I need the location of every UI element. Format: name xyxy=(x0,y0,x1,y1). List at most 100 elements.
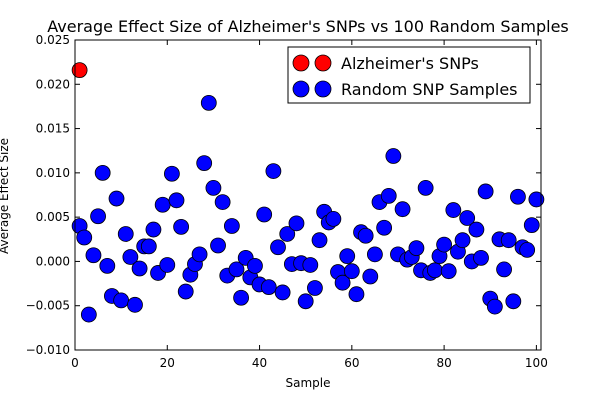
data-point xyxy=(71,62,88,79)
data-point xyxy=(477,183,494,200)
data-point xyxy=(113,292,130,309)
data-point xyxy=(168,192,185,209)
data-point xyxy=(140,238,157,255)
data-point xyxy=(274,284,291,301)
x-tick-label: 60 xyxy=(344,356,359,370)
data-point xyxy=(85,247,102,264)
data-point xyxy=(339,248,356,265)
data-point xyxy=(247,257,263,274)
series-alzheimers-snps xyxy=(71,62,88,79)
data-point xyxy=(122,249,139,265)
data-point xyxy=(334,274,351,291)
x-tick-label: 100 xyxy=(525,356,548,370)
data-point xyxy=(311,232,328,249)
data-point xyxy=(99,257,116,274)
x-tick-label: 40 xyxy=(252,356,267,370)
data-point xyxy=(380,187,397,204)
data-point xyxy=(408,240,425,257)
legend-marker xyxy=(314,54,332,72)
y-tick-label: 0.015 xyxy=(36,122,70,136)
data-point xyxy=(496,261,512,278)
data-point xyxy=(288,215,305,232)
data-point xyxy=(256,206,273,223)
data-point xyxy=(357,227,374,244)
legend: Alzheimer's SNPs Random SNP Samples xyxy=(287,46,531,104)
data-point xyxy=(223,218,240,234)
data-point xyxy=(145,221,162,238)
y-tick-label: 0.010 xyxy=(36,166,70,180)
data-point xyxy=(127,296,143,313)
data-point xyxy=(486,298,503,315)
x-tick-label: 80 xyxy=(436,356,451,370)
legend-marker xyxy=(292,54,310,72)
data-point xyxy=(523,217,540,234)
y-tick-label: 0.005 xyxy=(36,210,70,224)
data-point xyxy=(436,236,453,253)
y-tick-label: 0.000 xyxy=(36,254,70,268)
data-point xyxy=(196,155,213,172)
y-axis-label: Average Effect Size xyxy=(0,138,11,254)
data-point xyxy=(163,165,180,182)
legend-marker xyxy=(314,80,332,98)
data-point xyxy=(200,94,217,111)
data-point xyxy=(505,293,522,310)
data-point xyxy=(210,237,226,254)
data-point xyxy=(519,242,536,258)
data-point xyxy=(440,263,457,280)
data-point xyxy=(302,257,319,273)
data-point xyxy=(454,232,471,249)
data-point xyxy=(265,163,282,179)
data-point xyxy=(325,211,342,227)
data-point xyxy=(205,180,222,196)
data-point xyxy=(191,246,208,263)
data-point xyxy=(233,289,250,306)
data-point xyxy=(343,263,360,280)
data-point xyxy=(94,164,111,181)
legend-marker xyxy=(292,80,310,98)
x-axis-label: Sample xyxy=(286,376,331,390)
data-point xyxy=(159,257,176,273)
x-tick-label: 20 xyxy=(160,356,175,370)
legend-label: Random SNP Samples xyxy=(341,80,518,99)
legend-label: Alzheimer's SNPs xyxy=(341,54,479,73)
data-point xyxy=(473,249,489,266)
data-point xyxy=(394,201,411,218)
data-point xyxy=(76,229,93,246)
data-point xyxy=(279,226,296,242)
y-tick-label: 0.025 xyxy=(36,33,70,47)
data-point xyxy=(445,202,462,218)
data-point xyxy=(260,279,277,296)
data-point xyxy=(131,260,148,277)
y-tick-label: 0.020 xyxy=(36,77,70,91)
y-tick-label: −0.005 xyxy=(26,299,70,313)
data-point xyxy=(214,194,231,210)
data-point xyxy=(154,196,171,213)
data-point xyxy=(366,246,383,263)
data-point xyxy=(297,293,314,310)
data-point xyxy=(270,239,286,256)
plot-frame xyxy=(74,39,542,351)
data-point xyxy=(510,188,526,205)
data-point xyxy=(307,280,323,296)
data-point xyxy=(376,219,393,236)
plot-area: 0 20 40 60 80 100 −0.010 −0.005 0.000 0.005 0.010 0… xyxy=(26,33,548,370)
data-point xyxy=(468,221,485,238)
data-point xyxy=(417,180,434,196)
y-tick-label: −0.010 xyxy=(26,343,70,357)
data-point xyxy=(173,218,190,235)
chart-title: Average Effect Size of Alzheimer's SNPs … xyxy=(47,17,569,36)
data-point xyxy=(108,190,125,207)
data-point xyxy=(348,286,365,303)
data-point xyxy=(385,148,402,164)
x-tick-label: 0 xyxy=(71,356,79,370)
data-point xyxy=(117,226,134,242)
series-random-snp-samples xyxy=(71,94,545,323)
data-point xyxy=(228,261,245,278)
data-point xyxy=(459,210,476,226)
data-point xyxy=(500,232,517,249)
data-point xyxy=(528,191,545,208)
data-point xyxy=(80,306,97,323)
data-point xyxy=(177,283,194,300)
data-point xyxy=(362,268,379,285)
